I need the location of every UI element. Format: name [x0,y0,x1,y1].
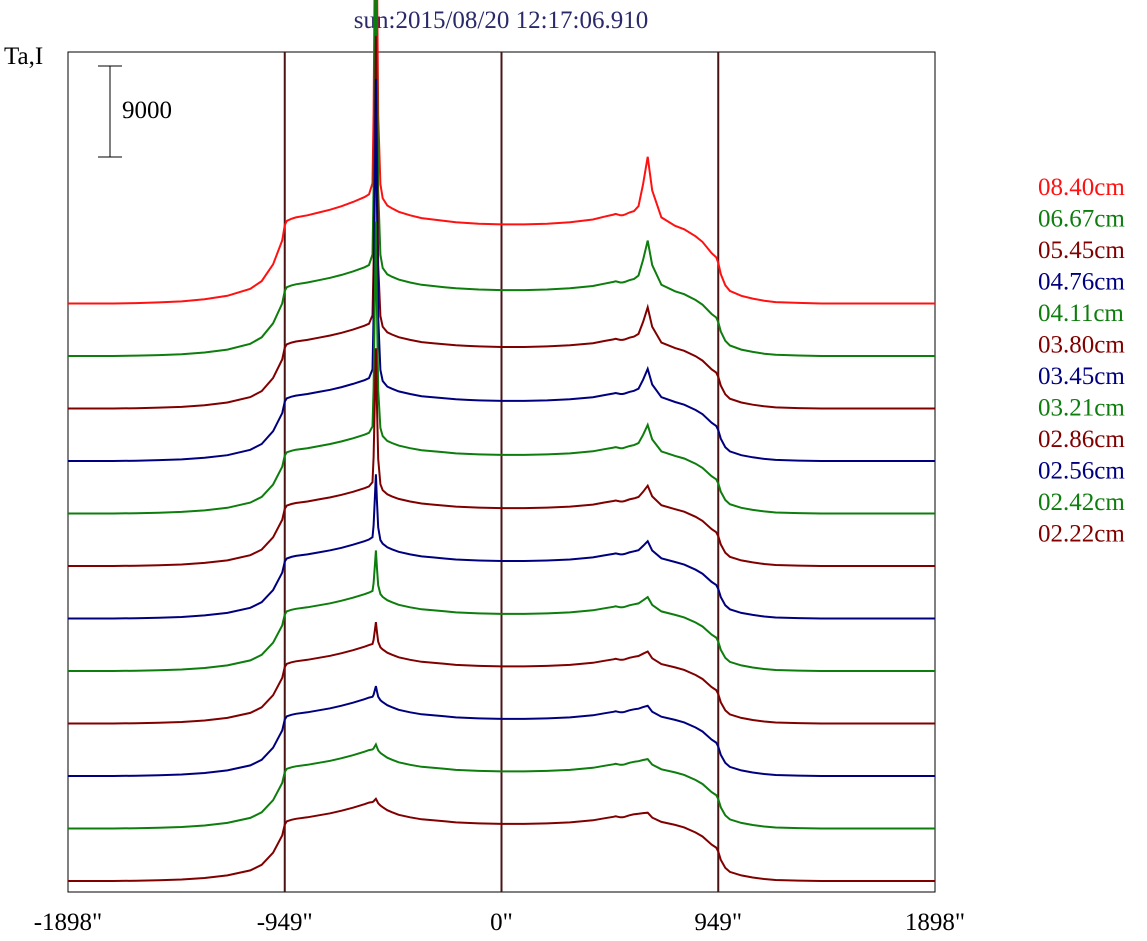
series-line-03.21cm [68,550,935,672]
series-line-03.80cm [68,348,935,567]
x-tick-label: 949" [694,909,742,936]
x-tick-label: 1898" [905,909,965,936]
legend-entry: 03.80cm [1038,332,1125,359]
legend-entry: 03.21cm [1038,395,1125,422]
legend-entry: 08.40cm [1038,174,1125,201]
x-tick-label: 0" [490,909,513,936]
scale-bar: 9000 [98,65,172,158]
series-line-05.45cm [68,35,935,410]
legend-entry: 05.45cm [1038,237,1125,264]
series-line-06.67cm [68,0,935,357]
legend: 08.40cm 06.67cm 05.45cm 04.76cm 04.11cm 03.80… [1038,174,1125,548]
vertical-markers [283,52,720,892]
x-tick-labels: -1898" -949" 0" 949" 1898" [34,909,965,936]
x-tick-label: -949" [257,909,313,936]
series-line-04.11cm [68,221,935,515]
series-line-04.76cm [68,78,935,462]
legend-entry: 04.11cm [1038,300,1124,327]
chart-title: sun:2015/08/20 12:17:06.910 [354,7,648,34]
series-line-02.56cm [68,685,935,777]
series-line-03.45cm [68,474,935,620]
series-line-02.86cm [68,621,935,725]
legend-entry: 02.86cm [1038,426,1125,453]
series-line-02.22cm [68,797,935,882]
legend-entry: 02.22cm [1038,521,1125,548]
series-line-02.42cm [68,742,935,830]
legend-entry: 04.76cm [1038,269,1125,296]
legend-entry: 03.45cm [1038,363,1125,390]
series-group [68,0,935,882]
legend-entry: 06.67cm [1038,206,1125,233]
legend-entry: 02.42cm [1038,489,1125,516]
series-line-08.40cm [68,0,935,305]
y-axis-label: Ta,I [4,43,43,70]
x-tick-label: -1898" [34,909,103,936]
scale-bar-label: 9000 [122,97,172,124]
legend-entry: 02.56cm [1038,458,1125,485]
